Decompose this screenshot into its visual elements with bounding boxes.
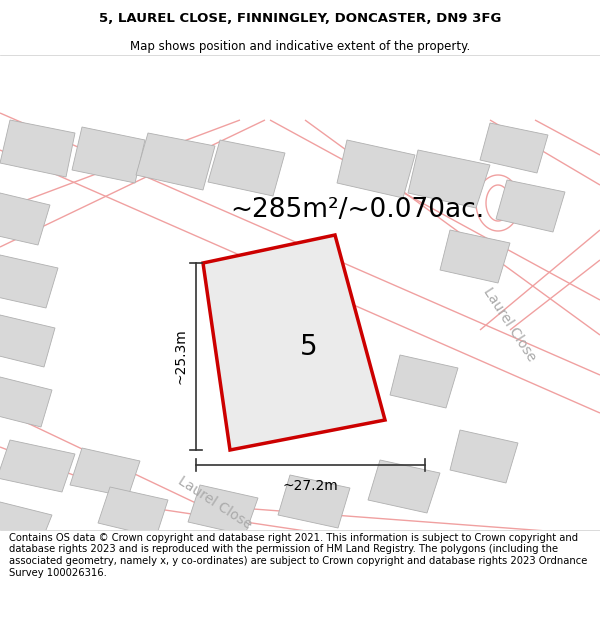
Polygon shape (408, 150, 490, 208)
Polygon shape (0, 193, 50, 245)
Polygon shape (70, 448, 140, 497)
Polygon shape (208, 140, 285, 196)
Polygon shape (440, 230, 510, 283)
Text: Contains OS data © Crown copyright and database right 2021. This information is : Contains OS data © Crown copyright and d… (9, 533, 587, 578)
Text: ~285m²/~0.070ac.: ~285m²/~0.070ac. (230, 197, 484, 223)
Text: Laurel Close: Laurel Close (175, 474, 254, 532)
Polygon shape (278, 475, 350, 528)
Text: Laurel Close: Laurel Close (481, 286, 539, 364)
Polygon shape (390, 355, 458, 408)
Polygon shape (496, 180, 565, 232)
Polygon shape (368, 460, 440, 513)
Text: ~27.2m: ~27.2m (283, 479, 338, 493)
Polygon shape (480, 123, 548, 173)
Polygon shape (450, 430, 518, 483)
Polygon shape (0, 377, 52, 427)
Text: 5, LAUREL CLOSE, FINNINGLEY, DONCASTER, DN9 3FG: 5, LAUREL CLOSE, FINNINGLEY, DONCASTER, … (99, 12, 501, 25)
Text: ~25.3m: ~25.3m (174, 329, 188, 384)
Polygon shape (0, 120, 75, 177)
Text: Map shows position and indicative extent of the property.: Map shows position and indicative extent… (130, 39, 470, 52)
Polygon shape (0, 440, 75, 492)
Polygon shape (0, 315, 55, 367)
Polygon shape (188, 485, 258, 535)
Text: 5: 5 (299, 333, 317, 361)
Polygon shape (0, 502, 52, 545)
Polygon shape (0, 255, 58, 308)
Polygon shape (136, 133, 215, 190)
Polygon shape (72, 127, 145, 183)
Polygon shape (98, 487, 168, 537)
Polygon shape (203, 235, 385, 450)
Polygon shape (337, 140, 415, 198)
